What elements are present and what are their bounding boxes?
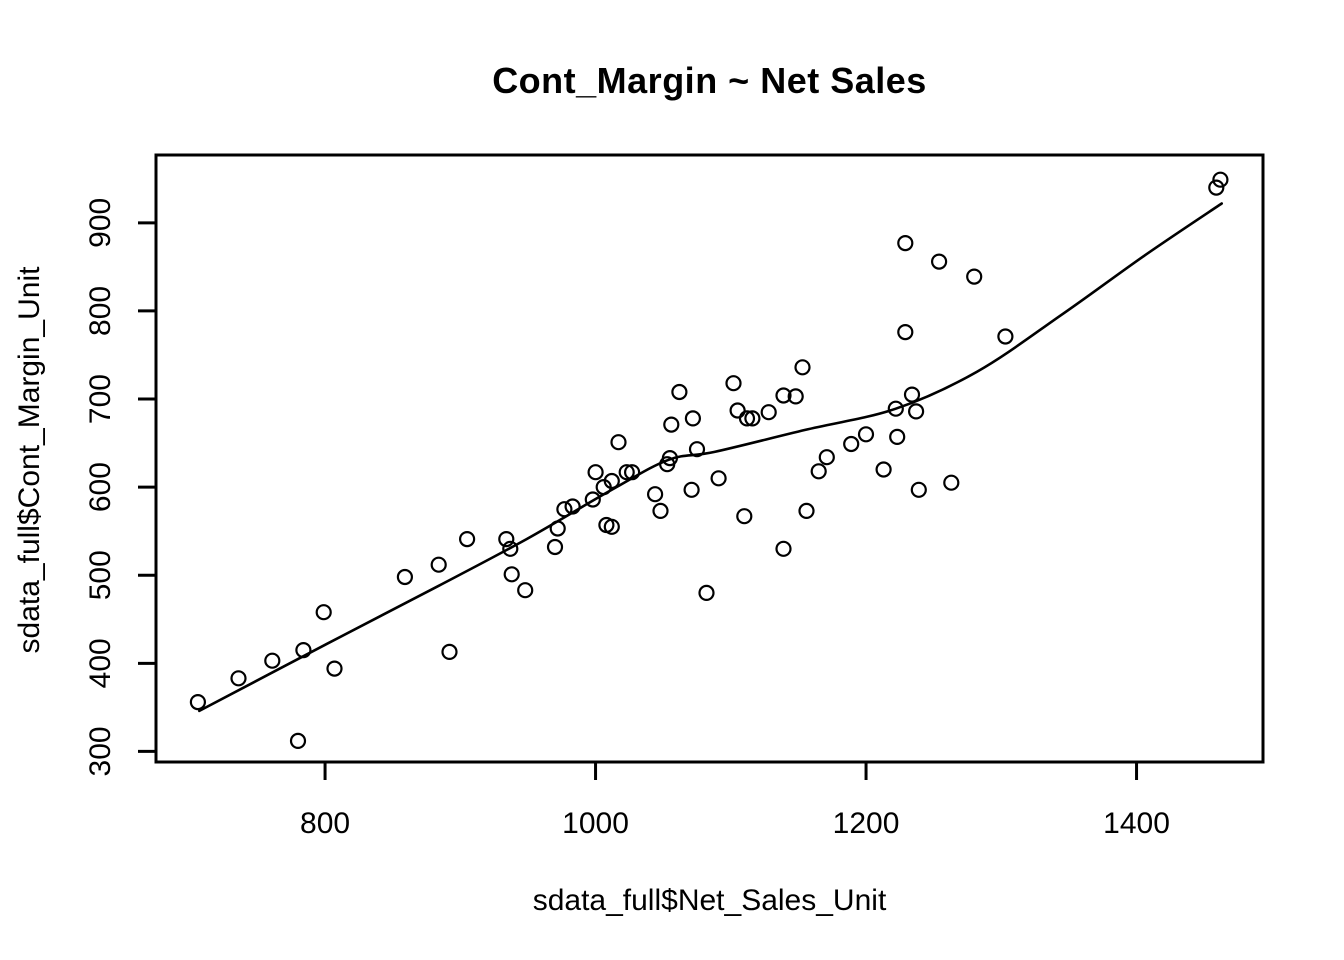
data-point bbox=[688, 441, 706, 458]
data-point bbox=[661, 450, 679, 467]
y-tick-label: 700 bbox=[84, 374, 117, 424]
data-point bbox=[787, 388, 804, 405]
data-point bbox=[725, 375, 742, 392]
y-tick-label: 900 bbox=[84, 198, 117, 248]
data-point bbox=[517, 582, 534, 599]
data-point bbox=[315, 604, 332, 621]
x-tick-label: 1000 bbox=[562, 807, 629, 840]
data-point bbox=[710, 470, 727, 487]
x-tick-label: 1200 bbox=[833, 807, 900, 840]
data-point bbox=[1208, 179, 1225, 196]
data-point bbox=[729, 402, 746, 419]
data-point bbox=[698, 584, 715, 602]
data-point bbox=[264, 652, 281, 669]
data-point bbox=[903, 386, 921, 403]
data-point bbox=[295, 641, 312, 659]
data-point bbox=[652, 502, 669, 519]
data-point bbox=[396, 568, 413, 586]
x-tick-label: 800 bbox=[300, 807, 350, 840]
data-point bbox=[502, 540, 519, 557]
data-point bbox=[775, 387, 792, 404]
data-point bbox=[459, 530, 476, 548]
data-point bbox=[610, 434, 627, 451]
x-tick-label: 1400 bbox=[1103, 807, 1170, 840]
data-point bbox=[289, 732, 307, 750]
y-tick-label: 600 bbox=[84, 462, 117, 512]
data-point bbox=[683, 481, 700, 498]
data-point bbox=[587, 464, 604, 481]
data-point bbox=[564, 498, 581, 515]
data-point bbox=[663, 416, 680, 433]
data-point bbox=[794, 359, 811, 376]
data-point bbox=[189, 693, 206, 711]
data-point bbox=[684, 410, 702, 427]
data-point bbox=[875, 461, 892, 478]
data-point bbox=[897, 235, 914, 252]
data-point bbox=[230, 670, 247, 687]
data-point bbox=[736, 508, 753, 525]
smooth-line bbox=[198, 202, 1223, 713]
data-point bbox=[549, 520, 566, 537]
y-tick-label: 800 bbox=[84, 286, 117, 336]
data-point bbox=[430, 556, 447, 573]
data-point bbox=[603, 472, 620, 490]
data-point bbox=[584, 491, 601, 508]
data-point bbox=[889, 428, 906, 445]
data-point bbox=[910, 481, 927, 498]
data-point bbox=[603, 518, 620, 535]
data-point bbox=[503, 566, 520, 583]
data-point bbox=[546, 538, 564, 556]
data-point bbox=[818, 449, 835, 466]
data-point bbox=[646, 486, 664, 503]
y-tick-label: 400 bbox=[84, 638, 117, 688]
data-point bbox=[556, 501, 573, 518]
data-point bbox=[441, 643, 458, 661]
data-point bbox=[897, 324, 914, 341]
y-tick-label: 500 bbox=[84, 550, 117, 600]
data-point bbox=[930, 253, 948, 270]
data-point bbox=[671, 383, 688, 401]
data-point bbox=[738, 410, 756, 427]
data-point bbox=[887, 400, 904, 417]
data-point bbox=[798, 502, 815, 519]
data-point bbox=[326, 660, 343, 677]
data-point bbox=[498, 530, 515, 548]
data-point bbox=[618, 464, 635, 481]
data-point bbox=[760, 404, 777, 421]
data-point bbox=[623, 464, 641, 481]
plot-border bbox=[154, 153, 1265, 764]
x-axis-label: sdata_full$Net_Sales_Unit bbox=[532, 884, 887, 917]
data-point bbox=[1212, 171, 1229, 188]
y-tick-label: 300 bbox=[84, 726, 117, 776]
data-point bbox=[966, 268, 983, 285]
data-point bbox=[744, 410, 761, 427]
chart-title: Cont_Margin ~ Net Sales bbox=[492, 60, 927, 101]
data-point bbox=[857, 426, 875, 443]
data-point bbox=[997, 328, 1014, 345]
data-point bbox=[810, 463, 827, 480]
data-point bbox=[775, 540, 792, 557]
data-point bbox=[943, 474, 960, 491]
data-point bbox=[843, 435, 860, 453]
data-point bbox=[907, 403, 925, 420]
